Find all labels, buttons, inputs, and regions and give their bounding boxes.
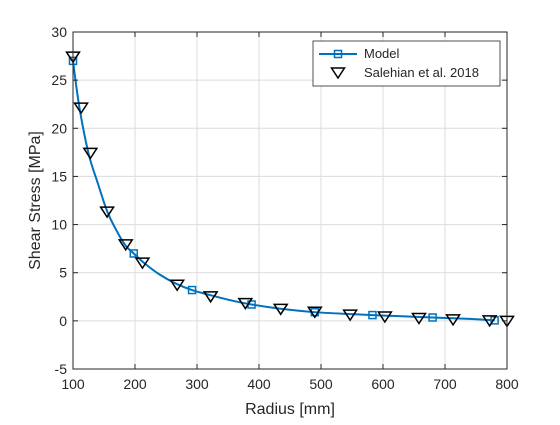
model-marker [428, 313, 437, 322]
salehian-marker [376, 311, 393, 324]
y-tick-label: 0 [59, 313, 67, 329]
y-tick-label: 10 [51, 217, 67, 233]
model-marker [490, 316, 499, 325]
x-axis-label: Radius [mm] [245, 401, 335, 418]
legend-box [312, 40, 501, 87]
salehian-marker [342, 309, 359, 322]
tick-layer: 100 200 300 400 500 600 700 800 -5 0 5 10 15 20 25 30 [51, 24, 518, 392]
x-tick-label: 300 [185, 376, 209, 392]
legend-salehian-label: Salehian et al. 2018 [364, 65, 479, 80]
salehian-marker [411, 312, 427, 325]
model-line [72, 60, 495, 322]
legend-model-label: Model [364, 46, 400, 61]
plot-background [73, 32, 507, 369]
salehian-marker [272, 303, 289, 316]
salehian-marker [134, 257, 151, 270]
legend-model-marker [333, 49, 343, 59]
salehian-marker [117, 239, 134, 252]
model-marker [129, 249, 139, 258]
x-tick-label: 200 [123, 376, 147, 392]
salehian-marker [99, 206, 115, 219]
x-tick-label: 400 [247, 376, 271, 392]
y-tick-label: -5 [55, 361, 68, 377]
salehian-marker [306, 306, 323, 319]
y-tick-label: 20 [51, 120, 67, 136]
legend: Model Salehian et al. 2018 [312, 40, 501, 87]
legend-salehian-marker [330, 67, 346, 80]
salehian-marker [202, 291, 219, 304]
salehian-marker [481, 315, 498, 328]
model-marker [368, 310, 377, 320]
salehian-marker [73, 102, 89, 115]
x-tick-label: 500 [309, 376, 333, 392]
y-tick-label: 5 [59, 265, 67, 281]
salehian-marker [237, 297, 254, 310]
plot-frame [72, 31, 508, 370]
salehian-marker [445, 314, 461, 327]
model-marker [187, 285, 197, 295]
x-tick-label: 600 [371, 376, 395, 392]
x-tick-label: 800 [495, 376, 519, 392]
y-tick-label: 25 [51, 72, 67, 88]
y-axis-label: Shear Stress [MPa] [27, 131, 44, 270]
x-tick-label: 100 [61, 376, 85, 392]
y-tick-label: 15 [51, 168, 67, 184]
y-tick-label: 30 [51, 24, 67, 40]
x-tick-label: 700 [433, 376, 457, 392]
salehian-marker [82, 147, 99, 160]
salehian-marker [169, 279, 186, 292]
